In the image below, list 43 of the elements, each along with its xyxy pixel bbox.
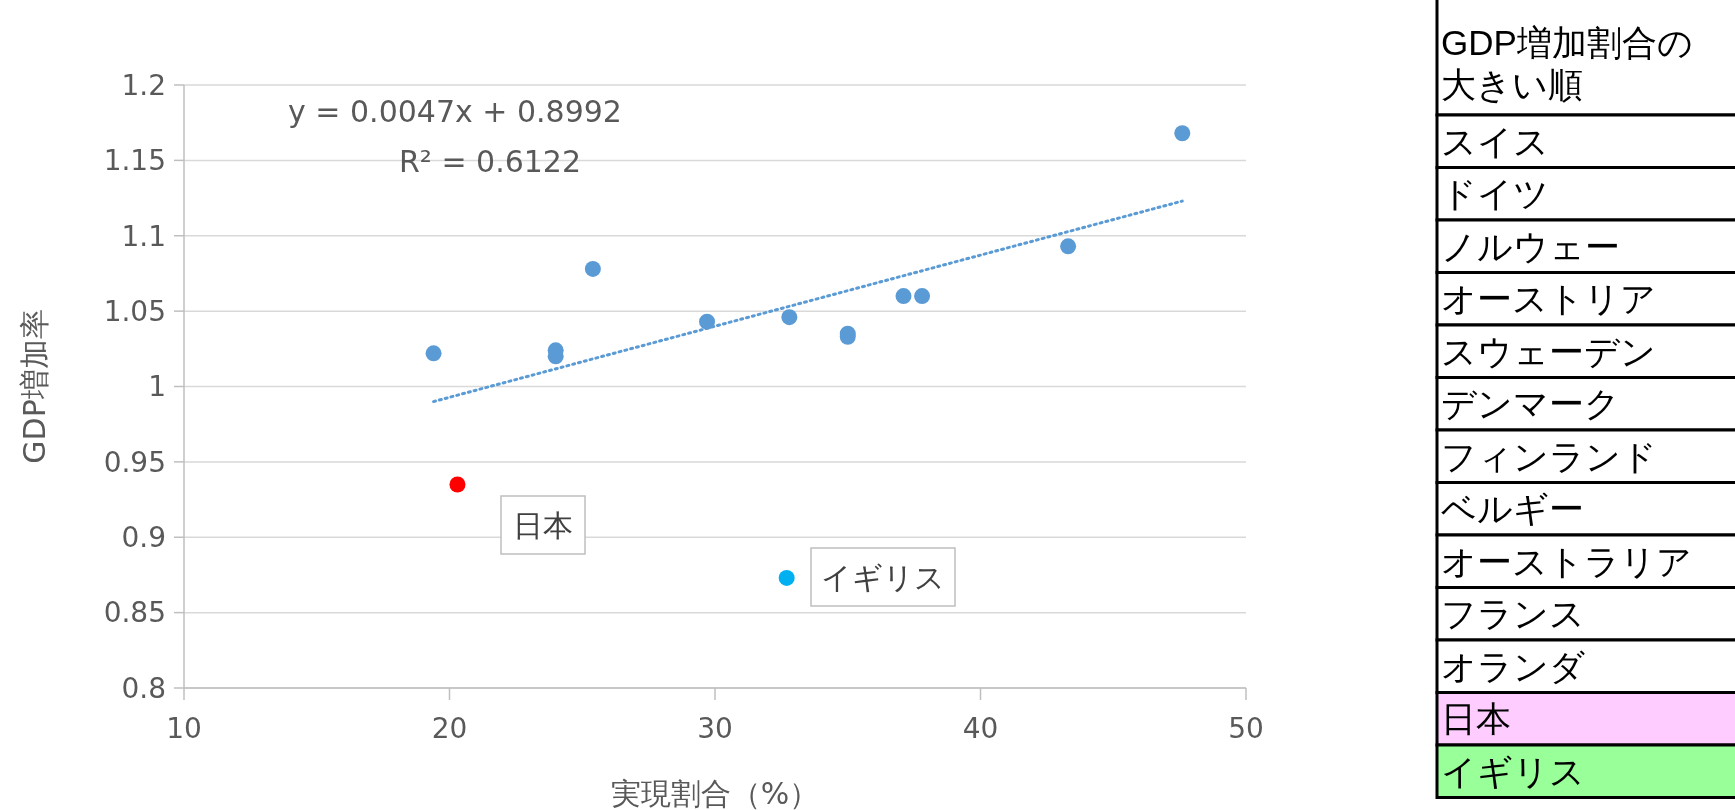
- text: オーストラリア: [1441, 541, 1692, 581]
- annotation: 日本: [513, 507, 573, 543]
- text: ノルウェー: [1441, 226, 1620, 266]
- y-tick-label: 0.9: [121, 521, 166, 555]
- text: オーストリア: [1441, 279, 1656, 319]
- x-tick-label: 10: [166, 712, 202, 745]
- y-tick-label: 1.15: [103, 144, 166, 178]
- y-axis-title: GDP増加率: [17, 309, 52, 464]
- y-tick-label: 1.05: [103, 294, 166, 328]
- point: [449, 476, 466, 493]
- x-tick-label: 40: [962, 712, 999, 745]
- text: 日本: [1441, 699, 1511, 739]
- text: ドイツ: [1441, 174, 1549, 214]
- point: [1174, 125, 1191, 142]
- text: スイス: [1441, 121, 1549, 161]
- x-tick-label: 20: [431, 712, 468, 745]
- x-tick-label: 50: [1228, 712, 1264, 745]
- point: [1060, 238, 1077, 255]
- y-tick-label: 1: [148, 370, 166, 404]
- y-tick-label: 0.8: [121, 671, 166, 705]
- x-tick-label: 30: [697, 712, 733, 745]
- point: [914, 288, 931, 305]
- annotation: y = 0.0047x + 0.8992: [288, 94, 622, 129]
- point: [584, 260, 601, 277]
- y-tick-label: 1.2: [121, 68, 166, 102]
- text: スウェーデン: [1441, 331, 1656, 371]
- text: デンマーク: [1441, 384, 1620, 424]
- y-tick-label: 0.95: [103, 445, 166, 479]
- point: [425, 345, 442, 362]
- text: フィンランド: [1441, 436, 1657, 476]
- annotation: イギリス: [821, 559, 945, 595]
- annotation: R² = 0.6122: [398, 144, 582, 179]
- text: フランス: [1441, 594, 1585, 634]
- y-tick-label: 0.85: [103, 596, 166, 630]
- point: [778, 569, 795, 586]
- text: GDP増加割合の大きい順: [1441, 23, 1693, 104]
- text: ベルギー: [1441, 489, 1584, 529]
- point: [781, 309, 798, 326]
- point: [895, 288, 912, 305]
- text: オランダ: [1441, 646, 1585, 686]
- x-axis-title: 実現割合（%）: [610, 776, 820, 810]
- y-tick-label: 1.1: [121, 219, 166, 253]
- text: イギリス: [1441, 751, 1585, 791]
